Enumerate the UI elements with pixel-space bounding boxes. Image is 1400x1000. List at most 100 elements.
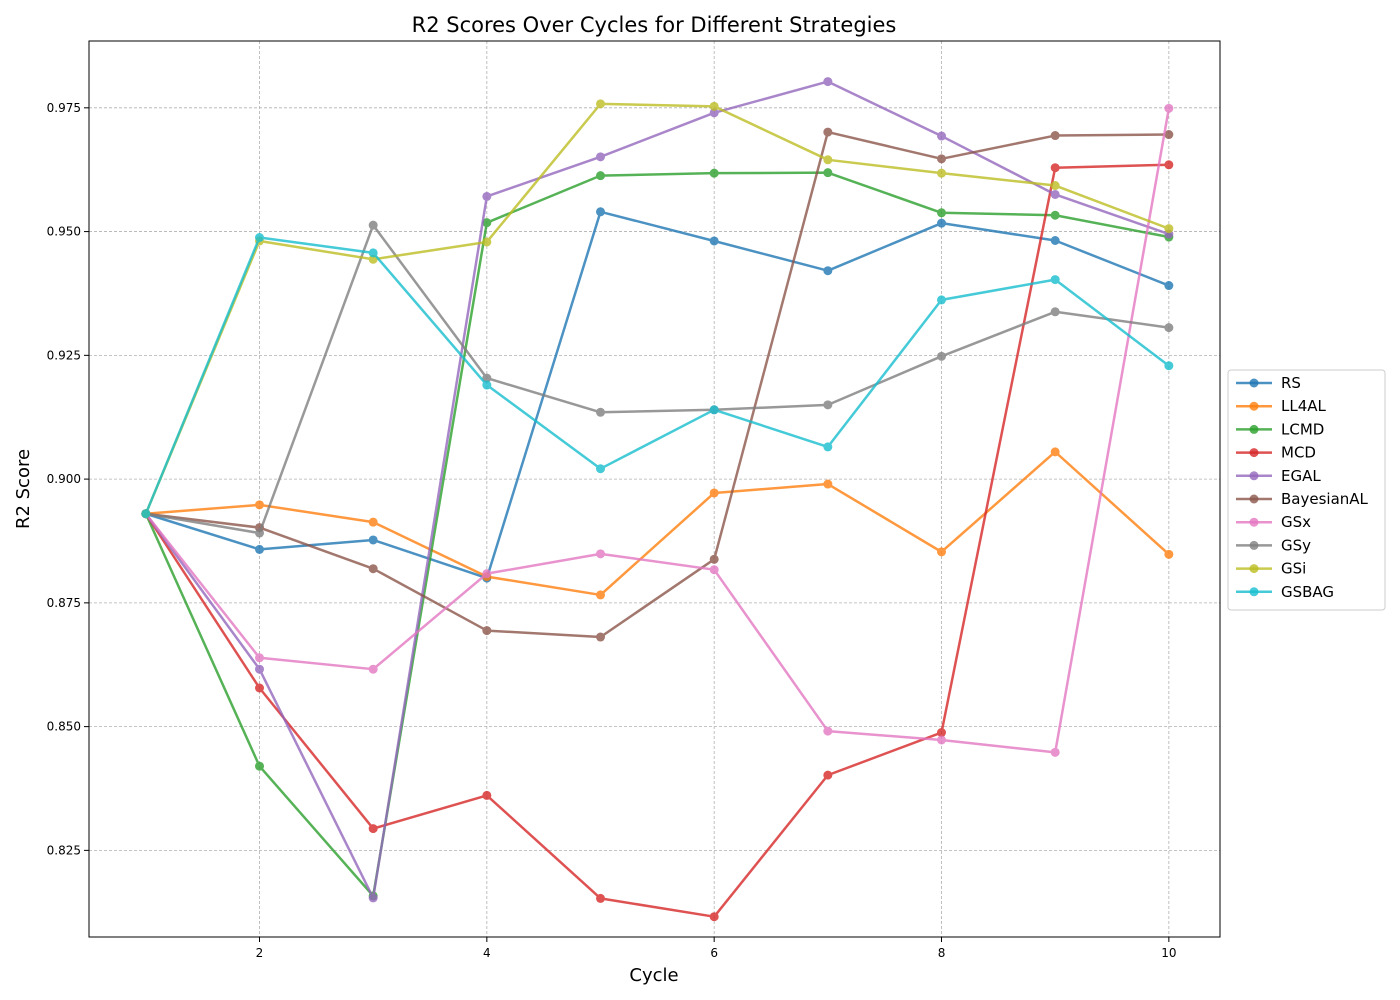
legend-swatch-marker [1249, 587, 1259, 597]
series-line-gsi [144, 102, 1170, 515]
series-egal [141, 77, 1174, 903]
data-point-gsbag [709, 405, 719, 415]
legend-item-bayesianal: BayesianAL [1236, 490, 1369, 508]
x-tick-label: 4 [483, 946, 491, 960]
data-point-gsx [596, 549, 606, 559]
data-point-lcmd [709, 168, 719, 178]
data-point-bayesianal [482, 626, 492, 636]
legend-swatch-marker [1249, 401, 1259, 411]
series-line-mcd [144, 163, 1169, 918]
y-tick-label: 0.875 [47, 596, 81, 610]
series-line-egal [144, 80, 1170, 900]
series-lines [141, 77, 1174, 922]
data-point-gsbag [823, 442, 833, 452]
data-point-gsx [709, 565, 719, 575]
series-bayesianal [141, 127, 1174, 642]
legend-swatch-marker [1249, 424, 1259, 434]
data-point-ll4al [1164, 549, 1174, 559]
data-point-ll4al [937, 547, 947, 557]
data-point-mcd [823, 770, 833, 780]
x-tick-label: 8 [938, 946, 946, 960]
y-tick-label: 0.825 [47, 843, 81, 857]
legend-swatch-marker [1249, 378, 1259, 388]
series-line-rs [145, 210, 1170, 580]
data-point-gsy [596, 407, 606, 417]
data-point-gsx [937, 735, 947, 745]
data-point-ll4al [596, 590, 606, 600]
legend-label: GSi [1281, 560, 1306, 578]
data-point-gsy [482, 373, 492, 383]
legend-label: LCMD [1281, 420, 1324, 438]
data-point-gsi [596, 99, 606, 109]
y-tick-label: 0.850 [47, 720, 81, 734]
series-gsbag [141, 233, 1174, 519]
series-gsx [141, 103, 1174, 757]
data-point-ll4al [709, 488, 719, 498]
data-point-rs [937, 218, 947, 228]
data-point-mcd [368, 824, 378, 834]
grid [89, 41, 1220, 937]
data-point-lcmd [1050, 210, 1060, 220]
data-point-rs [368, 535, 378, 545]
legend-swatch-marker [1249, 448, 1259, 458]
data-point-bayesianal [823, 127, 833, 137]
data-point-lcmd [823, 168, 833, 178]
plot-area-frame [88, 40, 1221, 938]
data-point-mcd [482, 790, 492, 800]
data-point-gsi [709, 101, 719, 111]
legend-item-gsi: GSi [1236, 560, 1306, 578]
series-ll4al [141, 447, 1174, 600]
x-axis-label: Cycle [629, 965, 678, 986]
data-point-gsi [482, 237, 492, 247]
data-point-gsy [937, 351, 947, 361]
data-point-mcd [255, 683, 265, 693]
x-axis-ticks: 2 4 6 8 10 [256, 937, 1176, 960]
y-tick-label: 0.925 [47, 348, 81, 362]
data-point-gsbag [937, 295, 947, 305]
series-line-gsbag [144, 236, 1170, 515]
data-point-ll4al [1050, 447, 1060, 457]
y-tick-label: 0.900 [47, 472, 81, 486]
series-lcmd [141, 168, 1174, 901]
chart-title: R2 Scores Over Cycles for Different Stra… [412, 13, 897, 37]
legend-label: MCD [1281, 444, 1316, 462]
data-point-mcd [596, 893, 606, 903]
data-point-bayesianal [1050, 131, 1060, 141]
data-point-gsi [937, 168, 947, 178]
legend-item-rs: RS [1236, 374, 1301, 392]
data-point-gsy [1050, 307, 1060, 317]
data-point-gsx [1164, 103, 1174, 113]
series-rs [141, 207, 1174, 583]
data-point-bayesianal [1164, 130, 1174, 140]
data-point-egal [368, 893, 378, 903]
data-point-rs [1050, 235, 1060, 245]
legend-label: BayesianAL [1281, 490, 1369, 508]
data-point-gsx [368, 664, 378, 674]
data-point-gsy [368, 220, 378, 230]
data-point-ll4al [255, 500, 265, 510]
data-point-lcmd [596, 171, 606, 181]
series-line-ll4al [145, 450, 1170, 597]
data-point-egal [255, 664, 265, 674]
y-axis-ticks: 0.825 0.850 0.875 0.900 0.925 0.950 0.975 [47, 101, 89, 857]
legend-item-gsbag: GSBAG [1236, 583, 1334, 601]
data-point-mcd [709, 912, 719, 922]
y-tick-label: 0.950 [47, 225, 81, 239]
data-point-gsx [482, 569, 492, 579]
data-point-rs [823, 266, 833, 276]
series-gsy [141, 220, 1174, 538]
data-point-ll4al [368, 517, 378, 527]
data-point-gsbag [368, 248, 378, 258]
legend-label: GSx [1281, 513, 1311, 531]
y-tick-label: 0.975 [47, 101, 81, 115]
legend-item-egal: EGAL [1236, 467, 1321, 485]
legend-item-ll4al: LL4AL [1236, 397, 1327, 415]
data-point-lcmd [255, 761, 265, 771]
data-point-mcd [1050, 163, 1060, 173]
series-line-gsx [144, 108, 1171, 754]
data-point-egal [709, 108, 719, 118]
data-point-gsi [1050, 181, 1060, 191]
data-point-egal [482, 191, 492, 201]
